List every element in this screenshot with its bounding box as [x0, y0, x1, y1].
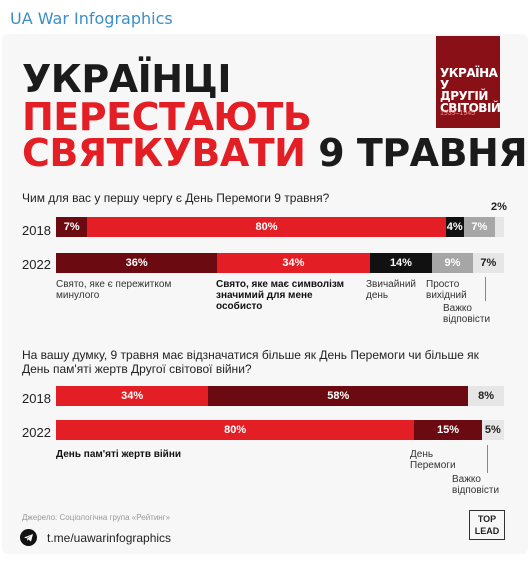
chart1-legend-4: Просто вихідний: [426, 279, 467, 301]
chart1-bar-2018-seg-5: [495, 217, 504, 237]
chart2-year-2018: 2018: [22, 391, 51, 406]
chart1-legend-5: Важко відповісти: [443, 303, 491, 325]
book-cover: УКРАЇНА У ДРУГІЙ СВІТОВІЙ 1939–1945: [436, 36, 500, 128]
top-lead-lead: LEAD: [474, 526, 500, 536]
chart2-leader-line: [487, 445, 488, 473]
chart2-bar-2022-seg-2: 15%: [414, 420, 482, 440]
headline-dark-part: 9 ТРАВНЯ: [318, 131, 528, 175]
chart2-bar-2018-seg-1: 34%: [56, 386, 209, 406]
question-1: Чим для вас у першу чергу є День Перемог…: [22, 191, 330, 205]
book-years: 1939–1945: [440, 110, 476, 117]
source-note: Джерело: Соціологічна група «Рейтинг»: [22, 513, 171, 522]
chart2-legend-3: Важко відповісти: [452, 474, 500, 496]
chart1-year-2022: 2022: [22, 257, 51, 272]
top-lead-logo: TOP LEAD: [469, 510, 505, 540]
channel-name[interactable]: UA War Infographics: [10, 9, 173, 28]
chart1-bar-2018-seg-3: 4%: [445, 217, 464, 237]
headline-line-1: УКРАЇНЦІ: [22, 57, 231, 101]
telegram-link[interactable]: t.me/uawarinfographics: [47, 531, 172, 545]
chart1-bar-2022-seg-1: 36%: [56, 253, 218, 273]
chart2-bar-2022-seg-3: 5%: [481, 420, 504, 440]
headline-line-2: ПЕРЕСТАЮТЬ: [22, 95, 312, 139]
top-lead-top: TOP: [477, 514, 497, 524]
chart2-bar-2018-seg-2: 58%: [208, 386, 469, 406]
chart1-legend-1: Свято, яке є пережитком минулого: [56, 279, 172, 301]
infographic-card: УКРАЇНЦІ ПЕРЕСТАЮТЬ СВЯТКУВАТИ 9 ТРАВНЯ …: [2, 34, 528, 554]
chart1-label-2018-seg-5: 2%: [491, 201, 507, 213]
chart2-legend-1: День пам'яті жертв війни: [56, 449, 182, 460]
chart1-year-2018: 2018: [22, 223, 51, 238]
headline-line-3: СВЯТКУВАТИ 9 ТРАВНЯ: [22, 131, 528, 175]
chart1-legend-3: Звичайний день: [366, 279, 416, 301]
telegram-icon: [20, 529, 37, 546]
question-2: На вашу думку, 9 травня має відзначатися…: [22, 348, 479, 376]
chart1-bar-2022-seg-2: 34%: [217, 253, 370, 273]
chart1-bar-2018-seg-2: 80%: [87, 217, 446, 237]
chart1-bar-2022-seg-3: 14%: [369, 253, 433, 273]
chart1-bar-2018-seg-1: 7%: [56, 217, 88, 237]
headline-red-part: СВЯТКУВАТИ: [22, 131, 306, 175]
book-title: УКРАЇНА У ДРУГІЙ СВІТОВІЙ: [440, 66, 500, 115]
chart1-bar-2022-seg-4: 9%: [432, 253, 473, 273]
chart1-bar-2022-seg-5: 7%: [472, 253, 504, 273]
chart2-bar-2018-seg-3: 8%: [468, 386, 504, 406]
chart2-year-2022: 2022: [22, 425, 51, 440]
chart2-bar-2022-seg-1: 80%: [56, 420, 415, 440]
chart1-legend-2: Свято, яке має символізм значимий для ме…: [216, 279, 345, 312]
chart2-legend-2: День Перемоги: [410, 449, 456, 471]
chart1-bar-2018-seg-4: 7%: [463, 217, 496, 237]
chart1-leader-line: [485, 277, 486, 301]
